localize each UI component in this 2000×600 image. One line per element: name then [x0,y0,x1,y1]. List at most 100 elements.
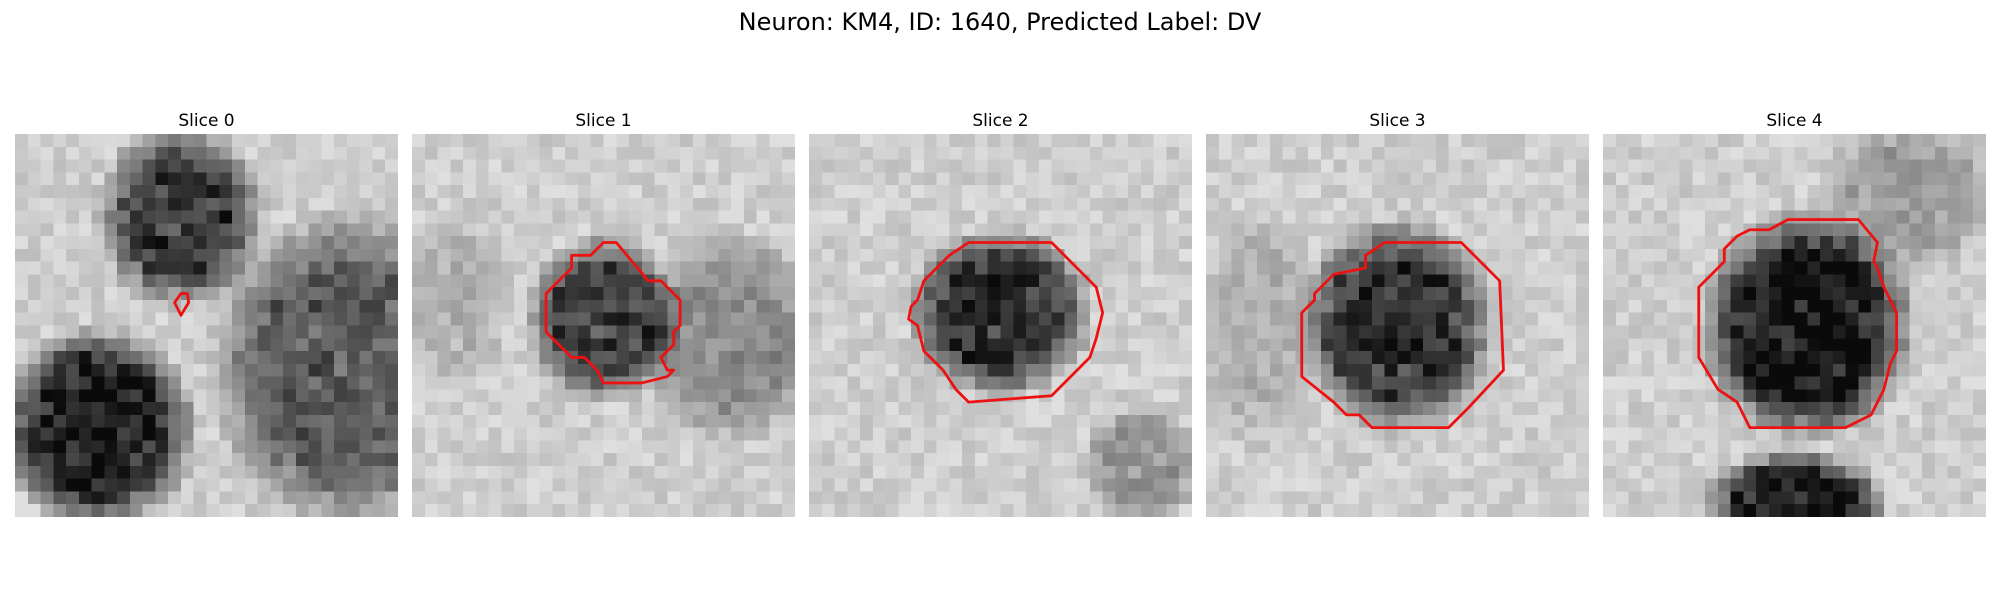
pixel [450,312,464,326]
pixel [1153,363,1167,377]
pixel [1269,453,1283,467]
pixel [1166,427,1180,441]
pixel [1013,402,1027,416]
pixel [1371,376,1385,390]
pixel [1654,312,1668,326]
pixel [193,402,207,416]
pixel [1705,134,1719,148]
pixel [1794,414,1808,428]
pixel [295,197,309,211]
pixel [629,172,643,186]
pixel [680,287,694,301]
pixel [27,389,41,403]
pixel [308,338,322,352]
pixel [1820,478,1834,492]
pixel [257,197,271,211]
pixel [885,402,899,416]
pixel [1499,299,1513,313]
pixel [1166,172,1180,186]
pixel [1563,363,1577,377]
pixel [718,504,732,517]
pixel [577,376,591,390]
pixel [424,453,438,467]
pixel [1628,299,1642,313]
pixel [1628,261,1642,275]
pixel [885,351,899,365]
pixel [1410,159,1424,173]
pixel [1218,478,1232,492]
pixel [1077,491,1091,505]
pixel [1832,453,1846,467]
pixel [1371,363,1385,377]
pixel [40,440,54,454]
pixel [359,134,373,148]
pixel [821,197,835,211]
pixel [1333,185,1347,199]
pixel [756,427,770,441]
pixel [40,338,54,352]
pixel [1730,159,1744,173]
pixel [1603,248,1617,262]
pixel [692,414,706,428]
pixel [1781,236,1795,250]
pixel [66,325,80,339]
pixel [1768,236,1782,250]
pixel [372,376,386,390]
pixel [616,338,630,352]
pixel [718,491,732,505]
pixel [1410,376,1424,390]
pixel [283,414,297,428]
pixel [488,223,502,237]
pixel [1089,159,1103,173]
pixel [1089,197,1103,211]
pixel [923,389,937,403]
pixel [1064,504,1078,517]
pixel [680,236,694,250]
pixel [334,248,348,262]
pixel [731,376,745,390]
pixel [488,414,502,428]
pixel [1461,478,1475,492]
pixel [372,427,386,441]
pixel [1333,427,1347,441]
pixel [66,185,80,199]
pixel [1013,274,1027,288]
pixel [488,363,502,377]
pixel [1743,159,1757,173]
pixel [949,453,963,467]
pixel [705,376,719,390]
pixel [526,185,540,199]
pixel [1820,338,1834,352]
pixel [142,185,156,199]
pixel [463,274,477,288]
pixel [1308,427,1322,441]
pixel [1486,248,1500,262]
pixel [769,504,783,517]
pixel [860,210,874,224]
pixel [270,159,284,173]
slice-title-2: Slice 2 [972,111,1029,131]
pixel [847,210,861,224]
pixel [1603,351,1617,365]
pixel [1525,389,1539,403]
pixel [782,376,795,390]
pixel [129,402,143,416]
pixel [1550,223,1564,237]
pixel [117,402,131,416]
pixel [1179,363,1192,377]
pixel [1947,172,1961,186]
pixel [1128,363,1142,377]
pixel [1218,363,1232,377]
pixel [1756,414,1770,428]
pixel [321,261,335,275]
pixel [847,325,861,339]
pixel [756,287,770,301]
pixel [1654,287,1668,301]
pixel [1871,223,1885,237]
pixel [641,338,655,352]
pixel [372,504,386,517]
pixel [936,197,950,211]
pixel [1679,172,1693,186]
pixel [911,197,925,211]
pixel [1461,185,1475,199]
